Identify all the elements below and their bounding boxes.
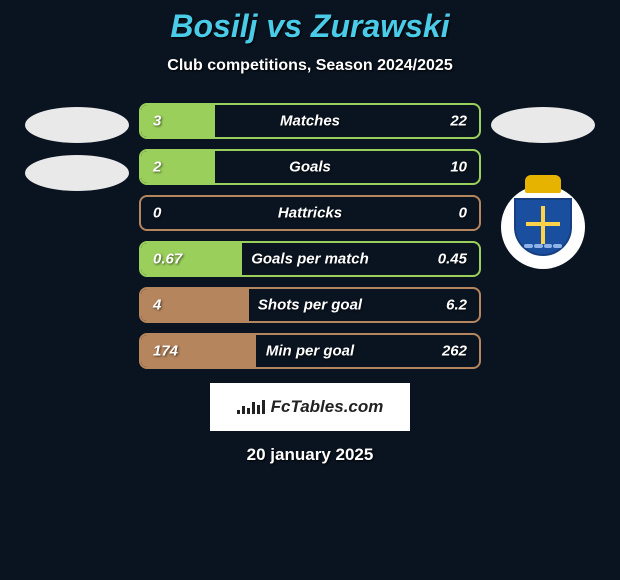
player-badge-placeholder — [25, 155, 129, 191]
stat-row: 3 Matches 22 — [139, 103, 481, 139]
club-crest-icon — [501, 185, 585, 269]
stat-value-left: 0 — [153, 205, 161, 222]
stat-value-right: 262 — [442, 343, 467, 360]
stat-row: 0 Hattricks 0 — [139, 195, 481, 231]
stat-value-left: 0.67 — [153, 251, 182, 268]
stat-label: Matches — [280, 113, 340, 130]
stat-row: 2 Goals 10 — [139, 149, 481, 185]
stats-list: 3Matches222Goals100Hattricks00.67Goals p… — [139, 103, 481, 369]
stat-value-right: 0 — [459, 205, 467, 222]
stat-row: 174 Min per goal 262 — [139, 333, 481, 369]
brand-text: FcTables.com — [271, 397, 384, 417]
stat-label: Goals — [289, 159, 331, 176]
infographic-container: Bosilj vs Zurawski Club competitions, Se… — [0, 0, 620, 580]
brand-bars-icon — [237, 400, 265, 414]
stat-value-right: 10 — [450, 159, 467, 176]
stat-value-right: 0.45 — [438, 251, 467, 268]
mid-section: 3Matches222Goals100Hattricks00.67Goals p… — [0, 103, 620, 369]
stat-row: 0.67 Goals per match 0.45 — [139, 241, 481, 277]
stat-value-left: 3 — [153, 113, 161, 130]
stat-label: Hattricks — [278, 205, 342, 222]
subtitle: Club competitions, Season 2024/2025 — [167, 57, 452, 75]
stat-label: Goals per match — [251, 251, 369, 268]
stat-label: Min per goal — [266, 343, 354, 360]
page-title: Bosilj vs Zurawski — [170, 8, 449, 45]
stat-value-left: 2 — [153, 159, 161, 176]
stat-value-left: 4 — [153, 297, 161, 314]
stat-label: Shots per goal — [258, 297, 362, 314]
stat-value-left: 174 — [153, 343, 178, 360]
stat-value-right: 22 — [450, 113, 467, 130]
brand-box: FcTables.com — [210, 383, 410, 431]
left-badge-column — [25, 103, 129, 191]
stat-value-right: 6.2 — [446, 297, 467, 314]
player-badge-placeholder — [491, 107, 595, 143]
date-text: 20 january 2025 — [247, 445, 374, 465]
stat-row: 4 Shots per goal 6.2 — [139, 287, 481, 323]
player-badge-placeholder — [25, 107, 129, 143]
right-badge-column — [491, 103, 595, 269]
